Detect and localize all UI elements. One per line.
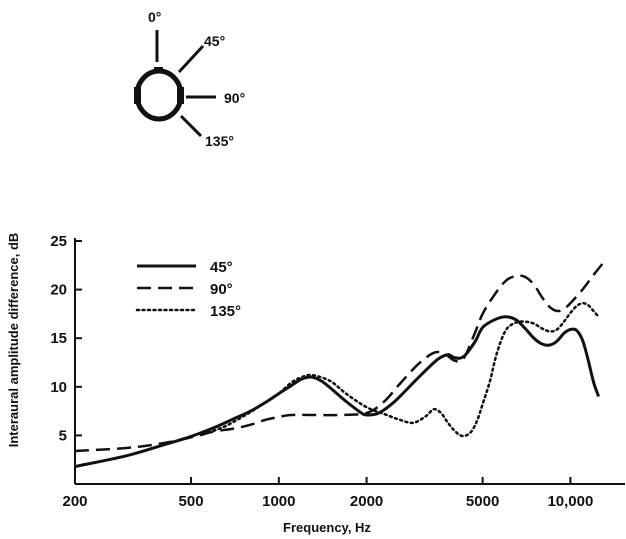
y-tick-label: 25 <box>50 233 67 250</box>
angle-label-135: 135° <box>205 133 234 149</box>
y-axis-ticks: 5 10 15 20 25 <box>50 233 82 444</box>
chart: 5 10 15 20 25 200 500 1000 2000 5000 10,000 45° 90… <box>6 233 625 535</box>
x-tick-label: 5000 <box>466 493 499 510</box>
series-line-3 <box>201 301 600 438</box>
x-axis-ticks: 200 500 1000 2000 5000 10,000 <box>62 477 593 510</box>
y-tick-label: 20 <box>50 282 67 299</box>
left-ear <box>134 87 141 104</box>
series-lines <box>74 261 605 468</box>
series-line-1 <box>74 315 601 468</box>
x-tick-label: 500 <box>179 493 204 510</box>
legend-label-2: 90° <box>210 281 233 298</box>
x-tick-label: 200 <box>62 493 87 510</box>
head-direction-diagram: 0° 45° 90° 135° <box>134 9 245 149</box>
x-tick-label: 10,000 <box>547 493 593 510</box>
y-axis-title: Interaural amplitude difference, dB <box>6 233 21 448</box>
angle-label-90: 90° <box>224 90 245 106</box>
nose <box>154 67 163 73</box>
direction-line-135 <box>179 114 203 138</box>
angle-label-0: 0° <box>148 9 161 25</box>
y-tick-label: 10 <box>50 379 67 396</box>
series-line-2 <box>74 261 605 453</box>
legend: 45° 90° 135° <box>135 259 241 320</box>
legend-label-3: 135° <box>210 303 241 320</box>
y-tick-label: 15 <box>50 330 67 347</box>
x-tick-label: 2000 <box>350 493 383 510</box>
right-ear <box>177 87 184 104</box>
angle-label-45: 45° <box>204 33 225 49</box>
x-tick-label: 1000 <box>262 493 295 510</box>
direction-line-45 <box>177 44 205 74</box>
head-outline <box>134 68 184 122</box>
y-tick-label: 5 <box>59 427 67 444</box>
legend-label-1: 45° <box>210 259 233 276</box>
x-axis-title: Frequency, Hz <box>283 520 371 535</box>
